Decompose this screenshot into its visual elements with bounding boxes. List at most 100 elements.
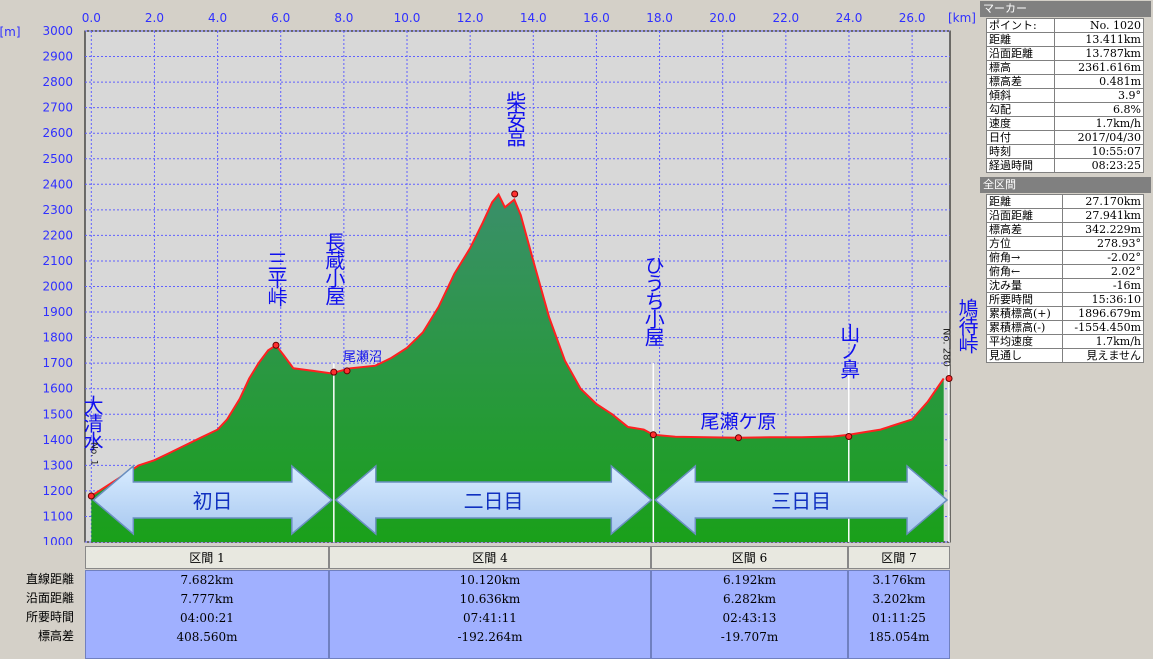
place-label: 山ノ鼻 [837, 323, 861, 379]
section-value: 6.192km [722, 573, 776, 587]
section-value: -19.707m [720, 630, 779, 644]
total-info-row: 方位 278.93° [986, 236, 1145, 251]
place-label: 柴安嵓 [503, 91, 527, 147]
x-tick-label: 2.0 [145, 11, 164, 25]
marker-info-value: 2361.616m [1054, 60, 1144, 75]
y-tick-label: 1400 [42, 433, 73, 447]
section-value: 10.120km [459, 573, 521, 587]
x-unit-label: [km] [948, 11, 976, 25]
elevation-plot[interactable]: 0.0 2.0 4.0 6.0 8.0 10.0 12.0 14.0 16.0 18.0 20.0 2… [0, 0, 978, 545]
total-info-row: 沈み量 -16m [986, 278, 1145, 293]
total-info-row: 標高差 342.229m [986, 222, 1145, 237]
section-value: 7.777km [180, 592, 234, 606]
day-arrow [334, 464, 653, 536]
total-info-label: 標高差 [986, 222, 1063, 237]
place-label: 鳩待峠 [955, 298, 978, 354]
marker-info-value: 6.8% [1054, 102, 1144, 117]
marker-info-label: 日付 [985, 130, 1056, 145]
info-sidebar: マーカー ポイント: No. 1020 距離 13.411km 沿面距離 13.787km… [978, 0, 1153, 659]
y-tick-label: 2700 [42, 101, 73, 115]
section-value: 10.636km [459, 592, 521, 606]
place-marker [649, 431, 657, 439]
total-info-value: 27.170km [1061, 194, 1145, 209]
marker-info-row: 経過時間 08:23:25 [985, 158, 1144, 173]
x-tick-label: 4.0 [208, 11, 227, 25]
total-info-value: -2.02° [1061, 250, 1145, 265]
y-unit-label: [m] [0, 25, 21, 39]
marker-info-row: 標高差 0.481m [985, 74, 1144, 89]
total-info-row: 累積標高(-) -1554.450m [986, 320, 1145, 335]
marker-info-label: 勾配 [985, 102, 1056, 117]
section-value: 408.560m [176, 630, 238, 644]
section-value: 04:00:21 [180, 611, 234, 625]
marker-info-label: 標高 [985, 60, 1056, 75]
section-value: 3.202km [872, 592, 926, 606]
y-tick-label: 1600 [42, 382, 73, 396]
y-tick-label: 2000 [42, 280, 73, 294]
day-arrow-label: 二日目 [464, 489, 524, 513]
total-info-label: 見通し [986, 348, 1063, 363]
elevation-area [91, 194, 944, 542]
section-header[interactable]: 区間 6 [651, 546, 848, 569]
total-info-row: 距離 27.170km [986, 194, 1145, 209]
total-info-label: 累積標高(+) [986, 306, 1063, 321]
marker-info-row: 時刻 10:55:07 [985, 144, 1144, 159]
marker-info-value: 10:55:07 [1054, 144, 1144, 159]
section-values: 3.176km 3.202km 01:11:25 185.054m [848, 570, 950, 659]
marker-info-value: 13.787km [1054, 46, 1144, 61]
total-info-label: 俯角→ [986, 250, 1063, 265]
total-info-value: -1554.450m [1061, 320, 1145, 335]
total-info-label: 方位 [986, 236, 1063, 251]
x-tick-label: 12.0 [457, 11, 484, 25]
x-tick-label: 22.0 [772, 11, 799, 25]
total-info-row: 累積標高(+) 1896.679m [986, 306, 1145, 321]
total-info-label: 距離 [986, 194, 1063, 209]
total-info-value: 15:36:10 [1061, 292, 1145, 307]
y-tick-label: 1300 [42, 458, 73, 472]
place-marker [945, 374, 953, 382]
marker-info-row: 速度 1.7km/h [985, 116, 1144, 131]
marker-info-row: 日付 2017/04/30 [985, 130, 1144, 145]
section-header[interactable]: 区間 7 [848, 546, 950, 569]
total-info-label: 累積標高(-) [986, 320, 1063, 335]
marker-info-row: 標高 2361.616m [985, 60, 1144, 75]
y-tick-label: 2800 [42, 75, 73, 89]
y-tick-label: 1200 [42, 484, 73, 498]
total-info-table: 距離 27.170km 沿面距離 27.941km 標高差 342.229m 方位 278.9… [986, 194, 1145, 363]
place-marker [87, 492, 95, 500]
marker-info-value: 13.411km [1054, 32, 1144, 47]
place-label: 大清水 [80, 395, 104, 451]
day-arrow-label: 三日目 [771, 489, 831, 513]
marker-info-value: No. 1020 [1054, 18, 1144, 33]
total-info-row: 見通し 見えません [986, 348, 1145, 363]
x-tick-label: 24.0 [836, 11, 863, 25]
marker-info-value: 1.7km/h [1054, 116, 1144, 131]
marker-info-label: 標高差 [985, 74, 1056, 89]
marker-info-row: 傾斜 3.9° [985, 88, 1144, 103]
x-tick-label: 20.0 [709, 11, 736, 25]
y-tick-label: 1700 [42, 356, 73, 370]
section-values: 6.192km 6.282km 02:43:13 -19.707m [651, 570, 848, 659]
y-tick-label: 2600 [42, 126, 73, 140]
y-tick-label: 2200 [42, 228, 73, 242]
total-info-value: 1896.679m [1061, 306, 1145, 321]
marker-info-row: 距離 13.411km [985, 32, 1144, 47]
section-header[interactable]: 区間 4 [329, 546, 651, 569]
section-header[interactable]: 区間 1 [85, 546, 329, 569]
y-tick-label: 2300 [42, 203, 73, 217]
marker-info-row: 勾配 6.8% [985, 102, 1144, 117]
marker-info-label: 経過時間 [985, 158, 1056, 173]
y-tick-label: 1800 [42, 331, 73, 345]
section-value: -192.264m [457, 630, 523, 644]
total-info-value: 2.02° [1061, 264, 1145, 279]
section-row-label: 所要時間 [25, 610, 74, 624]
place-marker [511, 190, 519, 198]
section-value: 02:43:13 [722, 611, 777, 625]
total-info-row: 平均速度 1.7km/h [986, 334, 1145, 349]
total-info-label: 俯角← [986, 264, 1063, 279]
marker-info-label: 沿面距離 [985, 46, 1056, 61]
x-tick-label: 14.0 [520, 11, 547, 25]
total-info-label: 所要時間 [986, 292, 1063, 307]
marker-info-label: 時刻 [985, 144, 1056, 159]
y-tick-label: 2900 [42, 50, 73, 64]
